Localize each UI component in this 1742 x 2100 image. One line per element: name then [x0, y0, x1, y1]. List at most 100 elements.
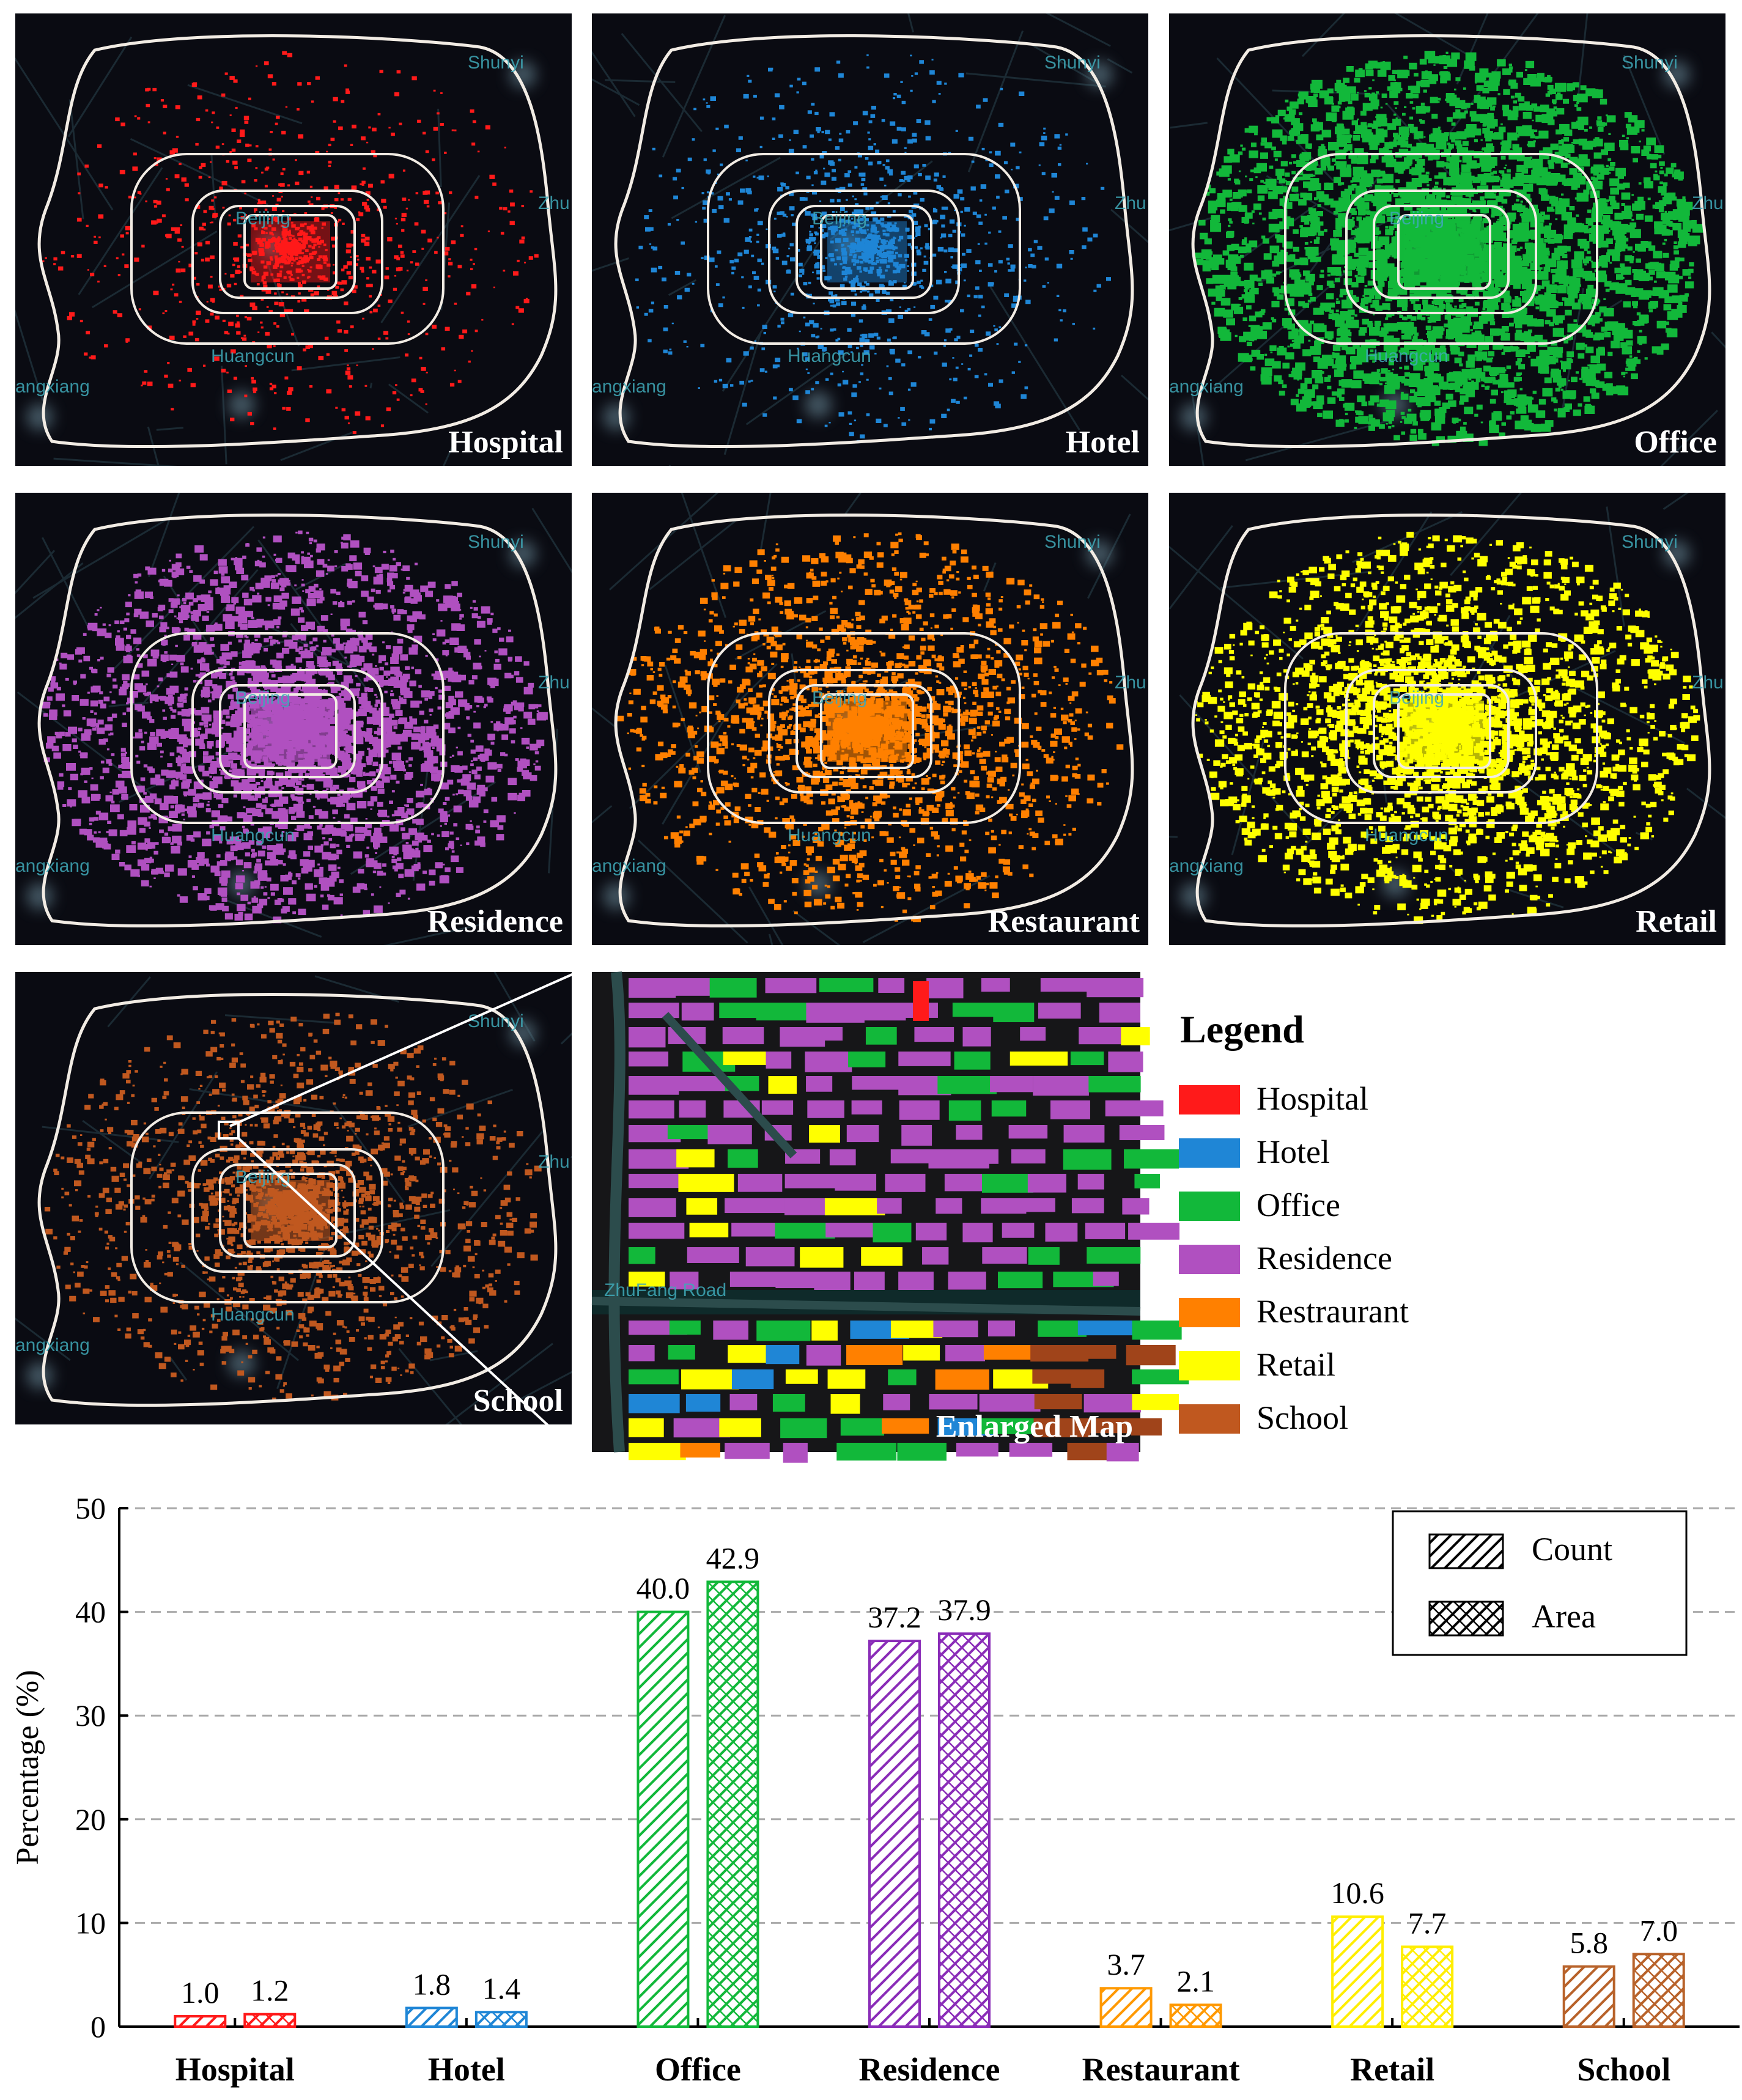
building-block [969, 1149, 999, 1164]
chart-legend-swatch [1428, 1601, 1504, 1637]
building-block [686, 1198, 718, 1215]
bar-chart: 0 10 20 30 40 50 Percentage (%) 1.0 1.2 Hospital 1… [10, 1491, 1740, 2088]
legend-label: Restraurant [1257, 1293, 1409, 1330]
building-block [723, 1052, 780, 1066]
road-line [1107, 58, 1133, 74]
road-line [844, 493, 862, 515]
bar-count-school [1562, 1965, 1615, 2028]
legend-label: Office [1257, 1187, 1340, 1223]
road-line [1169, 525, 1233, 610]
zoom-line-top [229, 972, 575, 1127]
place-name: Shunyi [1622, 53, 1678, 73]
map-panel-residence: Shunyi Beijing Zhu Huangcun angxiang Residenc… [15, 493, 572, 945]
building-block [937, 1076, 997, 1094]
road-line [331, 1102, 405, 1203]
building-block [629, 1174, 684, 1188]
place-name: Shunyi [468, 53, 524, 73]
building-block [852, 1076, 903, 1090]
city-boundary [1191, 34, 1711, 449]
building-block [993, 1003, 1035, 1022]
bar-value-label: 1.4 [482, 1971, 521, 2005]
building-block [1099, 1003, 1140, 1023]
bar-count-hospital [174, 2015, 227, 2028]
road-line [671, 157, 781, 219]
road-line [1441, 13, 1539, 144]
building-block [725, 1198, 785, 1214]
place-name: Huangcun [788, 346, 871, 366]
city-glow [1180, 883, 1207, 910]
legend-label: School [1257, 1399, 1348, 1436]
bar-area-office [706, 1580, 759, 2028]
place-name: angxiang [15, 1335, 90, 1355]
ring-road [1373, 684, 1510, 778]
building-block [670, 1272, 699, 1290]
place-name: Shunyi [468, 1011, 524, 1031]
building-block [1040, 978, 1093, 992]
building-block [1134, 1174, 1160, 1188]
building-block [722, 1027, 764, 1045]
place-name: Zhu [1115, 193, 1146, 213]
city-glow [805, 391, 832, 418]
building-block [1063, 1149, 1112, 1170]
road-line [531, 507, 572, 573]
bar-area-retail [1401, 1945, 1454, 2028]
building-block [888, 1369, 917, 1385]
building-block [1087, 978, 1144, 998]
road-line [592, 78, 640, 106]
building-block [707, 1125, 752, 1144]
ring-road [820, 693, 914, 769]
building-block [1083, 1394, 1142, 1413]
road-line [156, 427, 183, 431]
road-line [92, 230, 218, 309]
ring-road [1284, 632, 1598, 824]
ring-road [219, 1163, 356, 1258]
bar-value-label: 37.2 [868, 1600, 921, 1634]
road-line [907, 13, 914, 33]
building-block [1020, 1027, 1046, 1041]
bar-value-label: 2.1 [1176, 1964, 1215, 1998]
building-block [846, 1125, 879, 1143]
building-block [765, 978, 817, 993]
road-line [1394, 13, 1470, 57]
road-line [224, 1014, 335, 1024]
building-block [629, 1076, 679, 1095]
road-line [629, 663, 778, 809]
building-block [990, 1076, 1033, 1092]
building-block [1027, 1174, 1066, 1193]
ring-road [130, 1111, 445, 1303]
road-line [662, 682, 747, 825]
road-line [1663, 493, 1689, 510]
building-block [897, 1443, 947, 1461]
building-block [914, 1027, 954, 1042]
building-block [679, 1100, 706, 1118]
building-block [981, 1198, 1027, 1214]
place-name: angxiang [1169, 856, 1244, 876]
legend-label: Hotel [1257, 1133, 1330, 1170]
road-line [1686, 787, 1725, 819]
road-line [369, 382, 373, 389]
city-core [827, 221, 907, 282]
building-block [952, 1003, 1000, 1017]
bar-value-label: 40.0 [637, 1571, 690, 1605]
building-block [629, 1272, 665, 1287]
building-block [948, 1272, 986, 1290]
map-panel-label: Hotel [1066, 425, 1140, 460]
legend-label: Hospital [1257, 1080, 1368, 1117]
y-tick-label: 50 [75, 1491, 106, 1525]
legend-swatch [1179, 1138, 1240, 1168]
building-block [956, 1125, 983, 1140]
ring-road [795, 205, 932, 299]
building-block [1108, 1052, 1143, 1072]
building-block [629, 1418, 664, 1437]
building-block [629, 1443, 686, 1461]
place-name: Shunyi [1044, 53, 1101, 73]
bar-count-restaurant [1099, 1987, 1153, 2028]
building-block [800, 1247, 844, 1268]
ring-road [219, 205, 356, 299]
building-block [901, 1125, 932, 1146]
building-block [1011, 1149, 1046, 1164]
map-panel-restaurant: Shunyi Beijing Zhu Huangcun angxiang Restaura… [592, 493, 1148, 945]
building-block [678, 1174, 734, 1192]
enlarged-map-label: Enlarged Map [936, 1409, 1133, 1444]
bar-value-label: 37.9 [937, 1593, 991, 1627]
